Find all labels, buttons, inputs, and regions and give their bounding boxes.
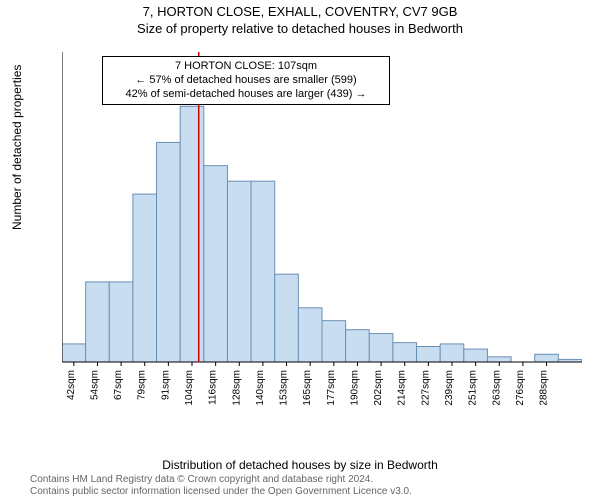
- x-tick-label: 42sqm: [66, 370, 77, 400]
- x-tick-label: 165sqm: [302, 370, 313, 406]
- histogram-bar: [180, 106, 204, 362]
- x-tick-label: 190sqm: [349, 370, 360, 406]
- histogram-bar: [204, 166, 228, 362]
- title-line-2: Size of property relative to detached ho…: [0, 21, 600, 36]
- x-tick-label: 140sqm: [255, 370, 266, 406]
- annotation-box: 7 HORTON CLOSE: 107sqm ← 57% of detached…: [102, 56, 390, 105]
- histogram-bar: [346, 330, 370, 362]
- annotation-line-2: ← 57% of detached houses are smaller (59…: [109, 74, 383, 88]
- annotation-line-3: 42% of semi-detached houses are larger (…: [109, 88, 383, 102]
- x-tick-label: 54sqm: [89, 370, 100, 400]
- credit-line-1: Contains HM Land Registry data © Crown c…: [30, 474, 412, 486]
- histogram-bar: [275, 274, 299, 362]
- histogram-bar: [62, 344, 86, 362]
- title-line-1: 7, HORTON CLOSE, EXHALL, COVENTRY, CV7 9…: [0, 4, 600, 19]
- histogram-bar: [251, 181, 275, 362]
- annotation-line-1: 7 HORTON CLOSE: 107sqm: [109, 60, 383, 74]
- histogram-bar: [487, 357, 511, 362]
- histogram-bar: [133, 194, 157, 362]
- histogram-plot: 02040608010012014016018020022024042sqm54…: [62, 52, 582, 410]
- credit-line-2: Contains public sector information licen…: [30, 486, 412, 498]
- histogram-bar: [322, 321, 346, 362]
- histogram-bar: [227, 181, 251, 362]
- x-tick-label: 177sqm: [326, 370, 337, 406]
- x-tick-label: 214sqm: [397, 370, 408, 406]
- histogram-bar: [298, 308, 322, 362]
- x-tick-label: 288sqm: [539, 370, 550, 406]
- chart-title-block: 7, HORTON CLOSE, EXHALL, COVENTRY, CV7 9…: [0, 0, 600, 36]
- credit-text: Contains HM Land Registry data © Crown c…: [30, 474, 412, 498]
- x-tick-label: 153sqm: [279, 370, 290, 406]
- x-tick-label: 91sqm: [160, 370, 171, 400]
- x-tick-label: 116sqm: [208, 370, 219, 405]
- x-tick-label: 128sqm: [231, 370, 242, 406]
- histogram-bar: [157, 142, 181, 362]
- histogram-bar: [393, 343, 417, 362]
- histogram-bar: [369, 334, 393, 362]
- histogram-bar: [109, 282, 133, 362]
- x-axis-label: Distribution of detached houses by size …: [0, 458, 600, 472]
- histogram-bar: [86, 282, 110, 362]
- x-tick-label: 104sqm: [184, 370, 195, 406]
- chart-area: 02040608010012014016018020022024042sqm54…: [62, 52, 582, 410]
- x-tick-label: 67sqm: [113, 370, 124, 400]
- x-tick-label: 202sqm: [373, 370, 384, 406]
- x-tick-label: 263sqm: [491, 370, 502, 406]
- histogram-bar: [535, 354, 559, 362]
- x-tick-label: 251sqm: [468, 370, 479, 406]
- histogram-bar: [464, 349, 488, 362]
- x-tick-label: 227sqm: [420, 370, 431, 406]
- histogram-bar: [417, 347, 441, 363]
- x-tick-label: 239sqm: [444, 370, 455, 406]
- x-tick-label: 276sqm: [515, 370, 526, 406]
- histogram-bar: [440, 344, 464, 362]
- y-axis-label: Number of detached properties: [10, 65, 24, 230]
- x-tick-label: 79sqm: [137, 370, 148, 400]
